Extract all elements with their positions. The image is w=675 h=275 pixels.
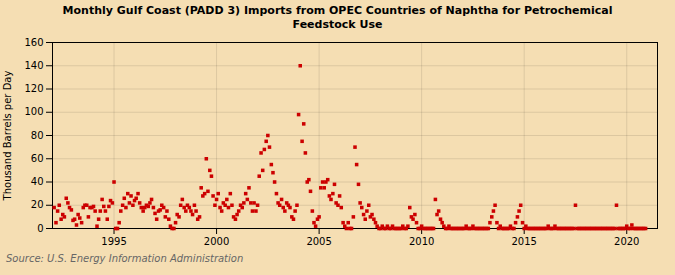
svg-text:2015: 2015 bbox=[511, 236, 536, 247]
svg-text:0: 0 bbox=[37, 223, 43, 234]
svg-text:120: 120 bbox=[24, 83, 43, 94]
svg-text:80: 80 bbox=[31, 130, 44, 141]
html-text:Monthly Gulf Coast (PADD 3) Im: Monthly Gulf Coast (PADD 3) Imports from… bbox=[62, 4, 613, 31]
svg-text:Thousand Barrels per Day: Thousand Barrels per Day bbox=[2, 71, 13, 202]
svg-text:1995: 1995 bbox=[101, 236, 126, 247]
svg-text:100: 100 bbox=[24, 106, 43, 117]
svg-text:60: 60 bbox=[31, 153, 44, 164]
svg-text:20: 20 bbox=[31, 199, 44, 210]
svg-text:160: 160 bbox=[24, 37, 43, 48]
svg-text:2020: 2020 bbox=[614, 236, 639, 247]
svg-text:2000: 2000 bbox=[204, 236, 229, 247]
svg-text:140: 140 bbox=[24, 60, 43, 71]
svg-text:40: 40 bbox=[31, 176, 44, 187]
svg-text:2005: 2005 bbox=[306, 236, 331, 247]
html-text:Source: U.S. Energy Informatio: Source: U.S. Energy Information Administ… bbox=[6, 253, 244, 264]
svg-text:2010: 2010 bbox=[409, 236, 434, 247]
